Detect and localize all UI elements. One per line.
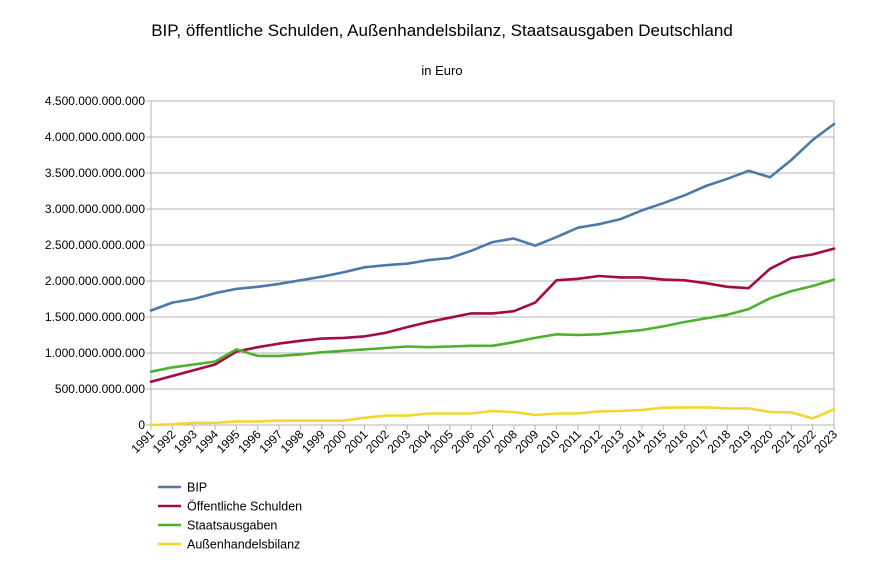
y-tick-label: 3.500.000.000.000 [45,166,145,180]
legend-label: Staatsausgaben [187,519,277,533]
y-tick-label: 500.000.000.000 [55,382,145,396]
chart-subtitle: in Euro [421,63,462,78]
plot-area-frame [150,100,835,426]
legend-label: Außenhandelsbilanz [187,538,300,552]
y-tick-label: 2.000.000.000.000 [45,274,145,288]
x-tick-label: 2023 [811,427,840,456]
y-tick-label: 4.500.000.000.000 [45,94,145,108]
x-tick-label: 2011 [556,427,584,455]
y-tick-label: 4.000.000.000.000 [45,130,145,144]
y-tick-label: 1.500.000.000.000 [45,310,145,324]
y-tick-label: 3.000.000.000.000 [45,202,145,216]
series-line-bip [149,122,836,312]
x-axis-ticks: 1991199219931994199519961997199819992000… [128,427,840,456]
legend-label: BIP [187,481,207,495]
y-tick-label: 1.000.000.000.000 [45,346,145,360]
grid-lines [146,100,835,430]
series-line-staatsausgaben [149,278,836,374]
y-axis-ticks: 0 500.000.000.000 1.000.000.000.000 1.500.0… [45,94,145,432]
series-line-außenhandelsbilanz [149,406,836,427]
series-lines [149,122,836,427]
chart-title: BIP, öffentliche Schulden, Außenhandelsb… [151,21,733,40]
legend: BIP Öffentliche Schulden Staatsausgaben Auß… [158,481,302,552]
series-line-öffentliche-schulden [149,247,836,384]
y-tick-label: 2.500.000.000.000 [45,238,145,252]
legend-label: Öffentliche Schulden [187,500,302,514]
y-tick-label: 0 [138,418,145,432]
